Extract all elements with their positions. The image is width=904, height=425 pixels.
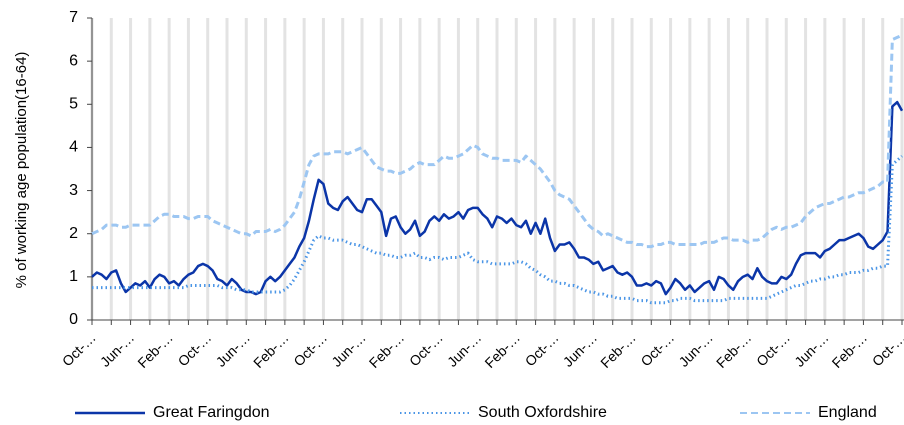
x-tick-label: Oct-… xyxy=(290,329,330,369)
series-line xyxy=(91,33,903,249)
x-tick-label: Feb-… xyxy=(366,329,408,371)
y-tick-label: 0 xyxy=(69,311,78,328)
x-tick-label: Oct-… xyxy=(522,329,562,369)
x-tick-label: Oct-… xyxy=(406,329,446,369)
x-tick-label: Feb-… xyxy=(250,329,292,371)
x-tick-label: Feb-… xyxy=(134,329,176,371)
x-tick-label: Oct-… xyxy=(59,329,99,369)
x-tick-label: Feb-… xyxy=(597,329,639,371)
x-tick-label: Jun-… xyxy=(97,329,137,369)
y-tick-label: 1 xyxy=(69,268,78,285)
y-axis-label: % of working age population(16-64) xyxy=(13,52,30,289)
legend-label: South Oxfordshire xyxy=(478,404,607,421)
y-tick-label: 5 xyxy=(69,96,78,113)
x-tick-label: Oct-… xyxy=(175,329,215,369)
y-tick-label: 7 xyxy=(69,9,78,26)
x-tick-label: Feb-… xyxy=(829,329,871,371)
y-tick-label: 3 xyxy=(69,182,78,199)
x-tick-label: Jun-… xyxy=(675,329,715,369)
x-tick-label: Feb-… xyxy=(713,329,755,371)
series-line xyxy=(91,100,904,296)
legend-label: England xyxy=(818,404,877,421)
series-line xyxy=(92,154,904,305)
x-tick-label: Feb-… xyxy=(481,329,523,371)
y-tick-label: 6 xyxy=(69,52,78,69)
x-tick-label: Oct-… xyxy=(753,329,793,369)
x-tick-label: Jun-… xyxy=(560,329,600,369)
y-tick-label: 4 xyxy=(69,139,78,156)
x-tick-label: Jun-… xyxy=(791,329,831,369)
x-tick-label: Jun-… xyxy=(444,329,484,369)
legend-label: Great Faringdon xyxy=(153,404,270,421)
y-tick-label: 2 xyxy=(69,225,78,242)
x-tick-label: Oct-… xyxy=(869,329,904,369)
x-tick-label: Oct-… xyxy=(637,329,677,369)
x-tick-label: Jun-… xyxy=(213,329,253,369)
x-tick-label: Jun-… xyxy=(328,329,368,369)
